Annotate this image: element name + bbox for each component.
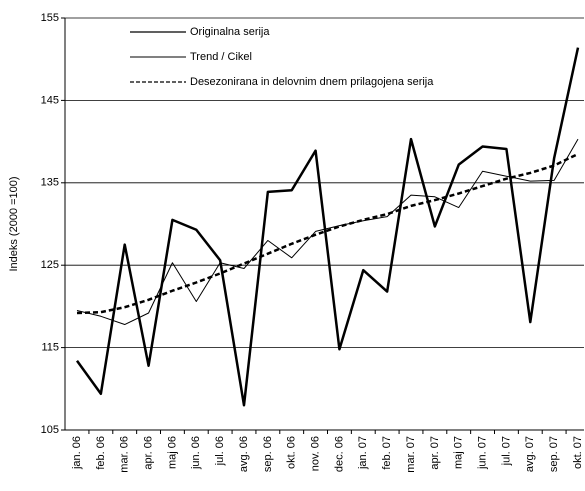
x-tick-label: avg. 07 [524,436,536,472]
x-tick-label: jun. 06 [190,436,202,470]
x-tick-label: mar. 06 [119,436,131,473]
x-tick-label: nov. 06 [309,436,321,471]
y-tick-label: 125 [41,259,59,271]
x-tick-label: jul. 06 [214,436,226,466]
x-tick-label: jul. 07 [500,436,512,466]
x-tick-label: okt. 07 [572,436,584,469]
x-tick-label: feb. 07 [381,436,393,470]
y-tick-label: 105 [41,424,59,436]
series-line [76,138,579,326]
x-tick-label: jan. 07 [357,436,369,470]
y-axis-label: Indeks (2000 =100) [8,176,20,271]
x-tick-label: feb. 06 [95,436,107,470]
x-tick-label: apr. 06 [142,436,154,470]
x-tick-label: sep. 06 [262,436,274,472]
y-tick-label: 135 [41,177,59,189]
series-line [76,152,579,315]
x-tick-label: maj 07 [453,436,465,469]
y-tick-label: 155 [41,12,59,24]
x-tick-label: apr. 07 [429,436,441,470]
y-tick-label: 145 [41,94,59,106]
series-line [75,47,580,407]
x-tick-label: mar. 07 [405,436,417,473]
x-tick-label: maj 06 [166,436,178,469]
legend-label: Desezonirana in delovnim dnem prilagojen… [190,76,434,88]
y-tick-label: 115 [41,342,59,354]
x-tick-label: jun. 07 [476,436,488,470]
legend-label: Trend / Cikel [190,51,252,63]
x-tick-label: avg. 06 [238,436,250,472]
x-tick-label: jan. 06 [71,436,83,470]
x-tick-label: sep. 07 [548,436,560,472]
x-tick-label: okt. 06 [286,436,298,469]
x-tick-label: dec. 06 [333,436,345,472]
legend-label: Originalna serija [190,26,270,38]
